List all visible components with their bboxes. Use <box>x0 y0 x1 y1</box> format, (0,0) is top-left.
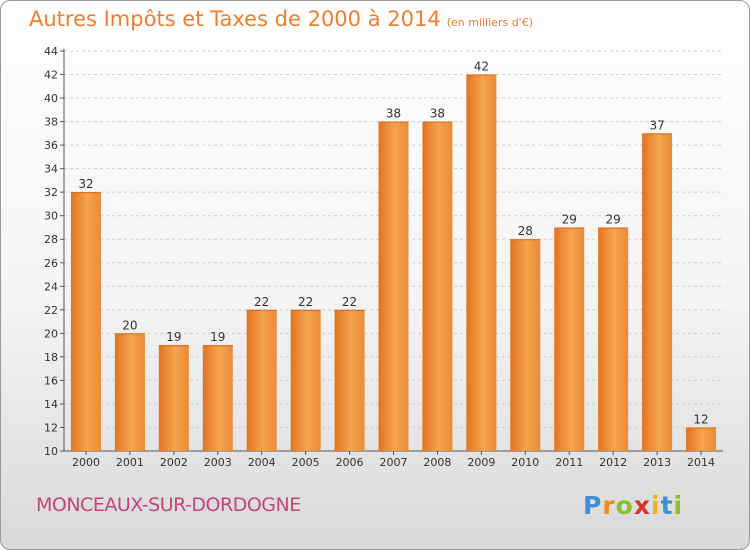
bar-2006 <box>334 309 365 451</box>
bar-2004 <box>246 309 277 451</box>
logo-letter: t <box>660 491 674 520</box>
data-labels: 32 20 19 19 22 22 22 38 38 42 28 29 29 37 12 <box>78 60 708 427</box>
bar-2012 <box>598 227 629 451</box>
x-tick-label: 2000 <box>72 456 100 469</box>
x-tick-label: 2009 <box>467 456 495 469</box>
x-tick-label: 2004 <box>248 456 276 469</box>
bar-2009 <box>466 74 497 451</box>
y-tick-label: 30 <box>44 210 58 223</box>
logo-letter: i <box>673 491 684 520</box>
x-tick-label: 2014 <box>687 456 715 469</box>
y-tick-label: 26 <box>44 257 58 270</box>
chart-title-block: Autres Impôts et Taxes de 2000 à 2014 (en… <box>29 7 533 31</box>
bar-2007 <box>378 121 409 452</box>
bar-2000 <box>70 192 101 452</box>
data-label: 12 <box>693 412 708 426</box>
y-tick-label: 12 <box>44 421 58 434</box>
logo-letter: r <box>602 491 616 520</box>
y-tick-label: 42 <box>44 69 58 82</box>
logo-letter: x <box>633 491 651 520</box>
y-tick-label: 18 <box>44 351 58 364</box>
logo-letter: i <box>651 491 661 520</box>
y-tick-label: 44 <box>44 45 58 58</box>
data-label: 38 <box>386 107 401 121</box>
bar-2001 <box>114 333 145 451</box>
data-label: 20 <box>122 318 137 332</box>
x-tick-label: 2007 <box>380 456 408 469</box>
y-tick-label: 34 <box>44 163 58 176</box>
bar-2003 <box>202 345 233 451</box>
chart-title: Autres Impôts et Taxes de 2000 à 2014 <box>29 7 441 31</box>
bar-2014 <box>686 427 717 451</box>
data-label: 22 <box>342 295 357 309</box>
y-tick-label: 10 <box>44 445 58 458</box>
x-tick-label: 2011 <box>555 456 583 469</box>
y-tick-label: 38 <box>44 116 58 129</box>
bar-2005 <box>290 309 321 451</box>
chart-unit: (en milliers d'€) <box>446 16 533 29</box>
data-label: 32 <box>78 177 93 191</box>
y-tick-label: 14 <box>44 398 58 411</box>
x-tick-label: 2005 <box>292 456 320 469</box>
data-label: 22 <box>254 295 269 309</box>
data-label: 37 <box>649 118 664 132</box>
y-tick-label: 32 <box>44 186 58 199</box>
y-tick-label: 28 <box>44 233 58 246</box>
data-label: 29 <box>606 212 621 226</box>
x-tick-label: 2003 <box>204 456 232 469</box>
data-label: 19 <box>210 330 225 344</box>
y-tick-label: 16 <box>44 374 58 387</box>
y-tick-label: 20 <box>44 327 58 340</box>
x-tick-label: 2008 <box>423 456 451 469</box>
x-tick-label: 2001 <box>116 456 144 469</box>
y-tick-label: 36 <box>44 139 58 152</box>
data-label: 42 <box>474 60 489 74</box>
bar-2013 <box>642 133 673 451</box>
bars <box>70 74 717 452</box>
logo-letter: o <box>615 491 634 520</box>
data-label: 22 <box>298 295 313 309</box>
data-label: 28 <box>518 224 533 238</box>
x-tick-label: 2012 <box>599 456 627 469</box>
data-label: 19 <box>166 330 181 344</box>
location-name: MONCEAUX-SUR-DORDOGNE <box>36 494 301 516</box>
data-label: 29 <box>562 212 577 226</box>
bar-2002 <box>158 345 189 451</box>
bar-2008 <box>422 121 453 452</box>
y-tick-label: 40 <box>44 92 58 105</box>
data-label: 38 <box>430 107 445 121</box>
proxiti-logo[interactable]: Proxiti <box>583 491 683 520</box>
y-tick-label: 22 <box>44 304 58 317</box>
x-tick-label: 2006 <box>336 456 364 469</box>
logo-letter: P <box>583 491 603 520</box>
bar-2011 <box>554 227 585 451</box>
x-tick-label: 2010 <box>511 456 539 469</box>
y-tick-label: 24 <box>44 280 58 293</box>
x-tick-label: 2013 <box>643 456 671 469</box>
bar-2010 <box>510 239 541 451</box>
x-tick-label: 2002 <box>160 456 188 469</box>
